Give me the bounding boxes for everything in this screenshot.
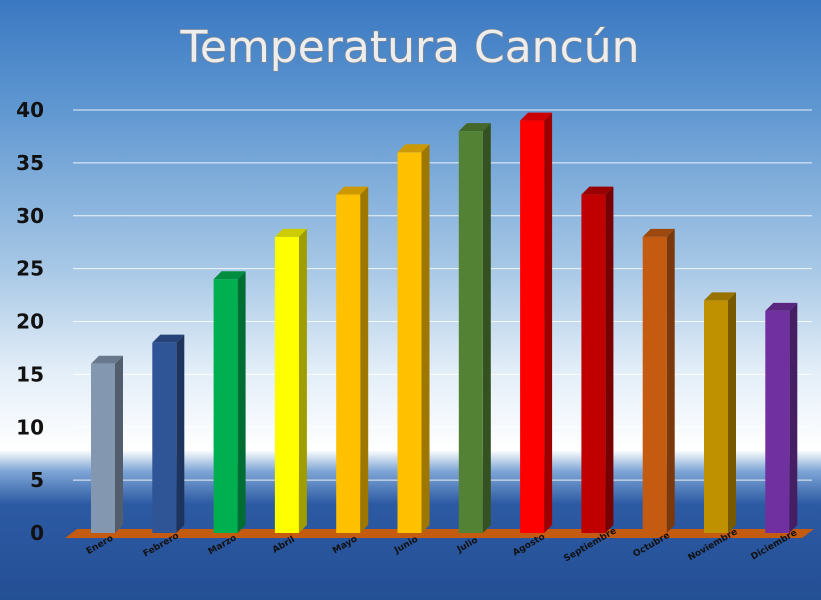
chart-floor (65, 529, 814, 538)
bar-side (544, 112, 553, 533)
bar-side (728, 292, 736, 533)
bar-side (666, 228, 675, 533)
bar-febrero (152, 334, 185, 533)
y-tick-label: 35 (16, 151, 44, 175)
bar-top (642, 228, 675, 237)
y-tick-label: 5 (30, 468, 44, 492)
bar-side (237, 271, 246, 533)
bar-diciembre (765, 302, 798, 533)
bar-side (298, 228, 307, 533)
bar-front (581, 194, 606, 533)
bar-top (704, 292, 736, 301)
bar-noviembre (704, 292, 736, 533)
bar-front (152, 342, 177, 533)
y-axis-ticks: 0 5 10 15 20 25 30 35 40 (16, 98, 44, 545)
bar-front (458, 131, 483, 533)
bar-mayo (336, 186, 369, 533)
bar-top (765, 302, 798, 311)
x-tick-label: Abril (271, 535, 297, 556)
bar-top (152, 334, 185, 343)
y-tick-label: 20 (16, 310, 44, 334)
x-tick-label: Julio (455, 535, 480, 555)
bar-side (421, 144, 430, 534)
bar-front (91, 363, 115, 533)
bar-top (336, 186, 369, 195)
bar-front (397, 152, 422, 534)
bar-front (704, 300, 728, 533)
bar-junio (397, 144, 430, 534)
bar-top (520, 112, 553, 121)
bar-top (213, 271, 246, 280)
bar-front (642, 236, 667, 533)
bar-side (482, 123, 491, 534)
y-tick-label: 25 (16, 257, 44, 281)
chart-title: Temperatura Cancún (179, 22, 639, 73)
bar-marzo (213, 271, 246, 533)
y-tick-label: 0 (30, 521, 44, 545)
bar-octubre (642, 228, 675, 533)
gridlines (73, 109, 812, 481)
bar-side (789, 302, 798, 533)
y-tick-label: 10 (16, 415, 44, 439)
bar-side (176, 334, 185, 533)
bar-abril (274, 228, 307, 533)
bars (91, 112, 798, 534)
y-tick-label: 15 (16, 362, 44, 386)
bar-agosto (520, 112, 553, 533)
bar-top (274, 228, 307, 237)
bar-top (397, 144, 430, 153)
floor-plane (65, 529, 814, 538)
bar-top (458, 123, 491, 132)
bar-side (115, 355, 123, 533)
bar-front (765, 310, 790, 533)
bar-front (520, 120, 545, 533)
bar-front (336, 194, 361, 533)
bar-front (213, 279, 238, 533)
bar-front (274, 236, 299, 533)
bar-side (605, 186, 614, 533)
bar-side (360, 186, 369, 533)
bar-top (91, 355, 123, 364)
y-tick-label: 30 (16, 204, 44, 228)
bar-top (581, 186, 614, 195)
bar-septiembre (581, 186, 614, 533)
bar-enero (91, 355, 123, 533)
y-tick-label: 40 (16, 98, 44, 122)
bar-julio (458, 123, 491, 534)
